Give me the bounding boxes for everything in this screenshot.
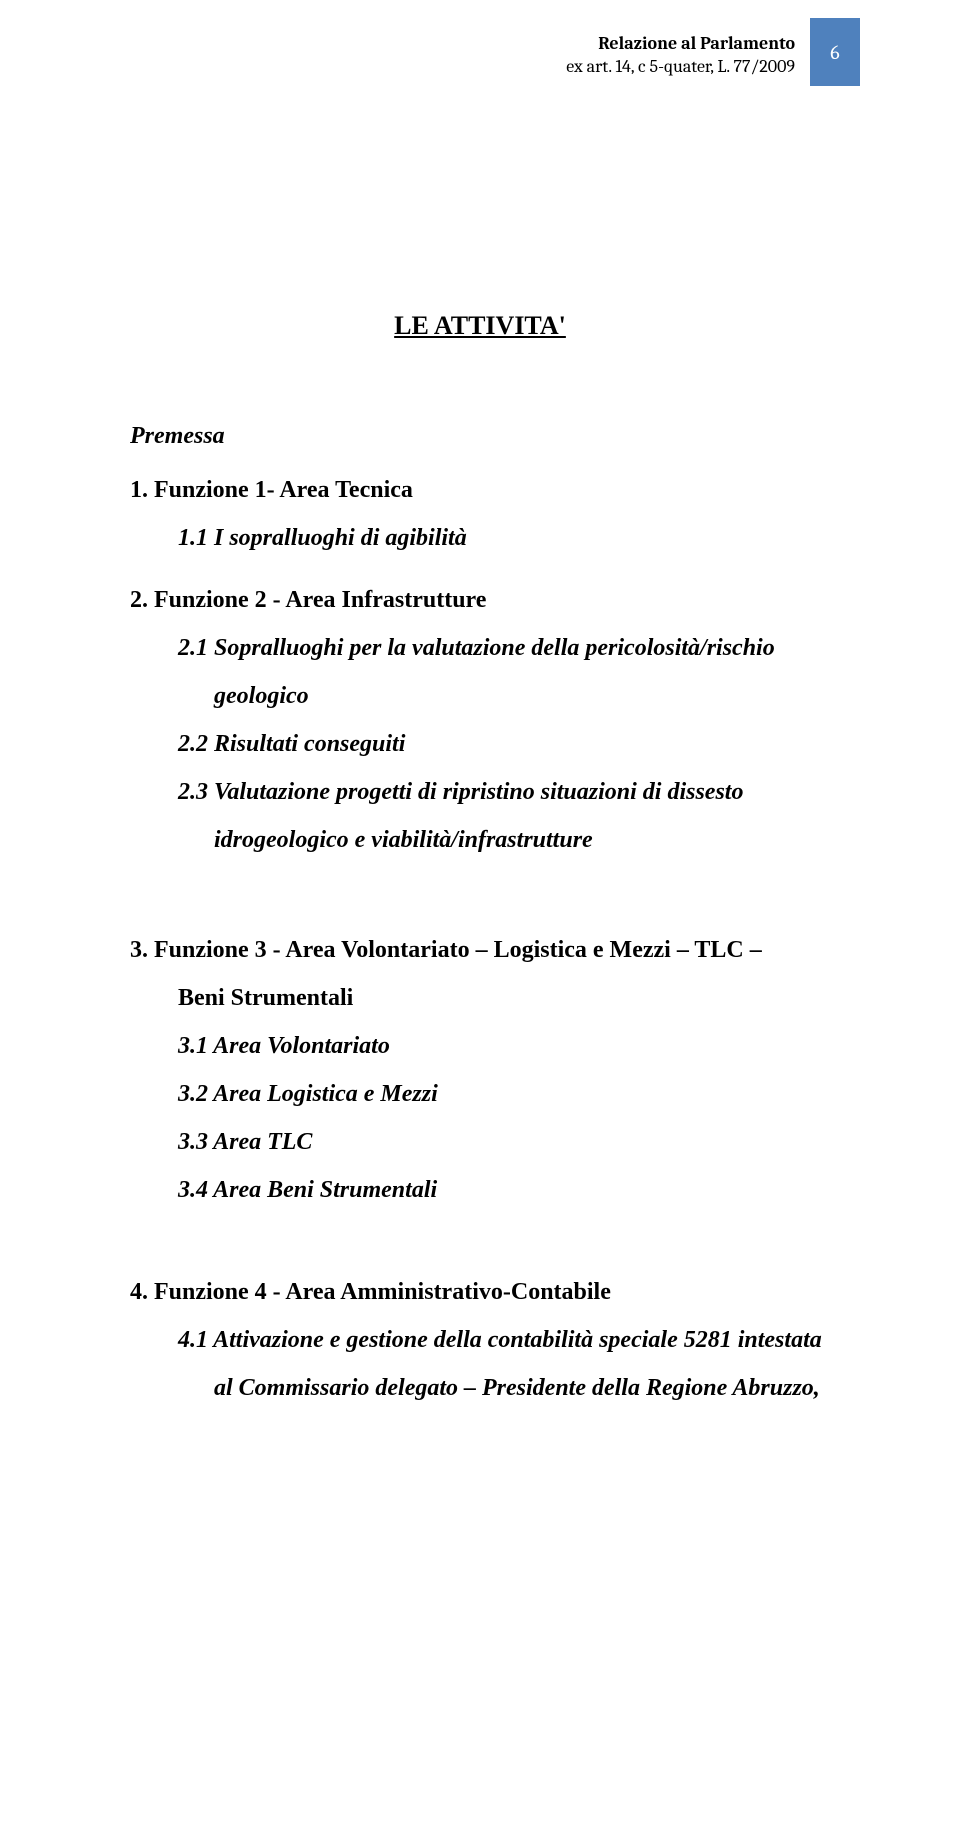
header-title: Relazione al Parlamento	[566, 32, 795, 55]
section-4-item-1: 4.1 Attivazione e gestione della contabi…	[178, 1316, 830, 1412]
section-1-heading: 1. Funzione 1- Area Tecnica	[130, 466, 830, 514]
page-number-badge: 6	[810, 18, 860, 86]
header-subtitle: ex art. 14, c 5-quater, L. 77/2009	[566, 55, 795, 78]
section-2-item-2: 2.2 Risultati conseguiti	[178, 720, 830, 768]
section-2-item-1: 2.1 Sopralluoghi per la valutazione dell…	[178, 624, 830, 720]
section-2-heading: 2. Funzione 2 - Area Infrastrutture	[130, 576, 830, 624]
section-1-item-1: 1.1 I sopralluoghi di agibilità	[178, 514, 830, 562]
section-2-item-3-line-2: idrogeologico e viabilità/infrastrutture	[214, 816, 830, 864]
section-2-item-1-line-1: 2.1 Sopralluoghi per la valutazione dell…	[178, 635, 775, 661]
section-3-item-3: 3.3 Area TLC	[178, 1118, 830, 1166]
section-2-item-1-line-2: geologico	[214, 672, 830, 720]
section-3-item-1: 3.1 Area Volontariato	[178, 1022, 830, 1070]
section-2-item-3-line-1: 2.3 Valutazione progetti di ripristino s…	[178, 779, 743, 805]
section-4-heading: 4. Funzione 4 - Area Amministrativo-Cont…	[130, 1268, 830, 1316]
document-body: LE ATTIVITA' Premessa 1. Funzione 1- Are…	[130, 300, 830, 1412]
section-4-item-1-line-2: al Commissario delegato – Presidente del…	[214, 1364, 830, 1412]
section-3-item-2: 3.2 Area Logistica e Mezzi	[178, 1070, 830, 1118]
section-2-item-3: 2.3 Valutazione progetti di ripristino s…	[178, 768, 830, 864]
section-3-heading: 3. Funzione 3 - Area Volontariato – Logi…	[130, 926, 830, 1022]
section-3-heading-line-1: 3. Funzione 3 - Area Volontariato – Logi…	[130, 937, 762, 963]
section-3-item-4: 3.4 Area Beni Strumentali	[178, 1166, 830, 1214]
page-header: Relazione al Parlamento ex art. 14, c 5-…	[566, 32, 795, 79]
section-4-item-1-line-1: 4.1 Attivazione e gestione della contabi…	[178, 1327, 822, 1353]
page-number: 6	[830, 41, 839, 64]
premessa-heading: Premessa	[130, 412, 830, 460]
document-title: LE ATTIVITA'	[130, 300, 830, 352]
section-3-heading-line-2: Beni Strumentali	[178, 985, 353, 1011]
